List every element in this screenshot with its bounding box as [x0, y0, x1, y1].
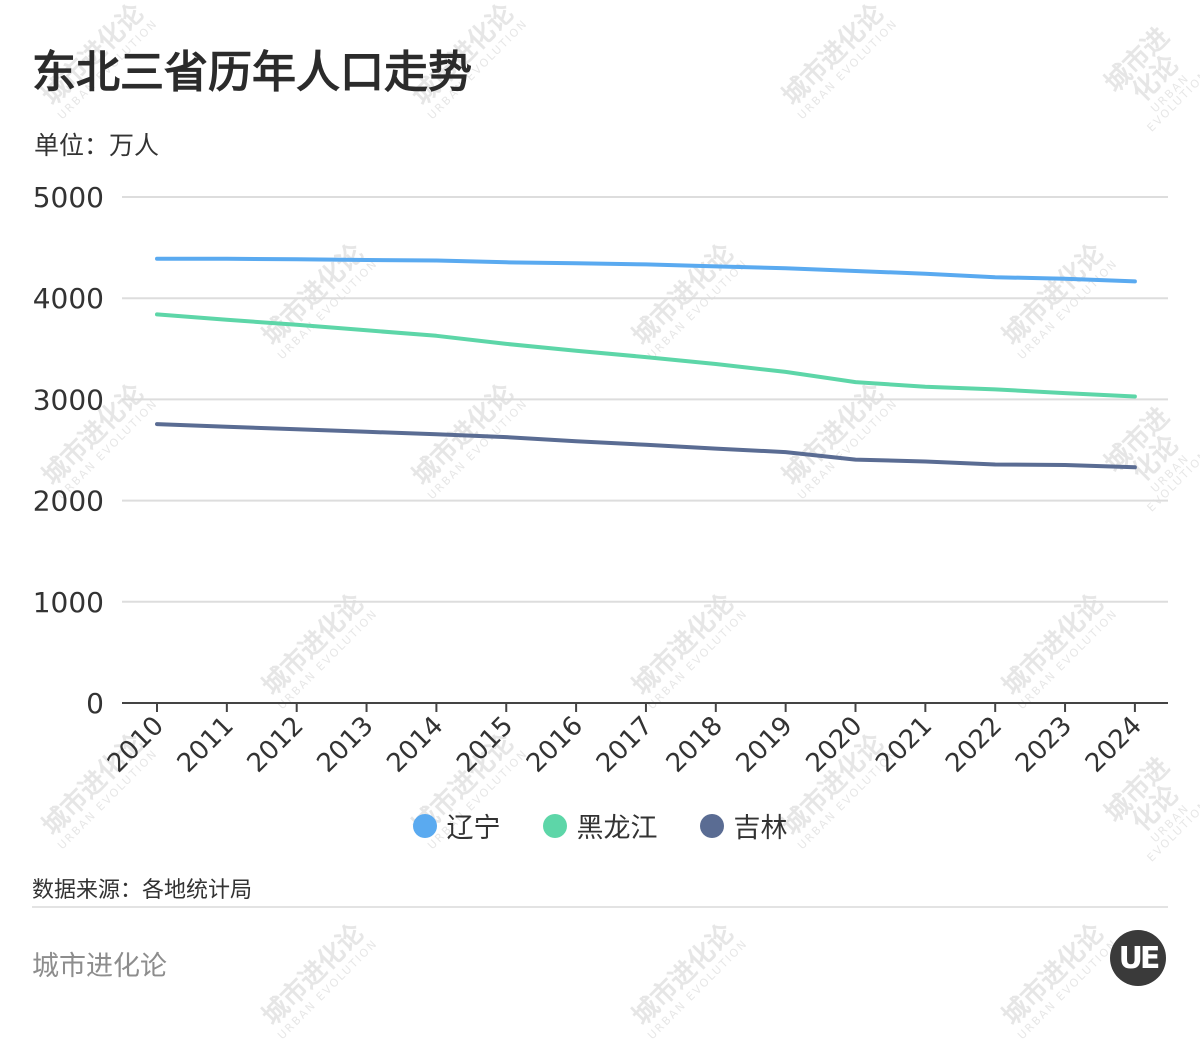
watermark-text: 城市进化论 URBAN EVOLUTION	[996, 918, 1121, 1042]
series-line-1	[155, 312, 1137, 399]
series-line-0	[155, 256, 1137, 284]
x-tick-label: 2010	[102, 711, 170, 779]
watermark-text: 城市进化论 URBAN EVOLUTION	[626, 918, 751, 1042]
legend: 辽宁 黑龙江 吉林	[0, 806, 1200, 845]
legend-label: 辽宁	[446, 813, 501, 844]
grid-lines	[122, 196, 1168, 603]
x-tick-label: 2017	[591, 711, 659, 779]
x-tick-label: 2023	[1010, 711, 1078, 779]
y-tick-label: 4000	[33, 282, 104, 315]
series-line-2	[155, 422, 1137, 470]
unit-label: 单位：万人	[34, 131, 160, 160]
page-title: 东北三省历年人口走势	[32, 47, 472, 98]
x-tick-label: 2015	[451, 711, 519, 779]
legend-item-0[interactable]: 辽宁	[412, 806, 501, 845]
x-tick-label: 2013	[311, 711, 379, 779]
legend-dot-icon	[412, 813, 437, 838]
brand-logo: UE	[1110, 930, 1166, 986]
x-tick-label: 2012	[242, 711, 310, 779]
data-source: 数据来源：各地统计局	[32, 878, 253, 903]
x-tick-label: 2018	[661, 711, 729, 779]
legend-label: 黑龙江	[576, 813, 658, 844]
y-tick-label: 2000	[33, 485, 104, 518]
x-tick-label: 2020	[800, 711, 868, 779]
x-tick-label: 2011	[172, 711, 240, 779]
y-tick-label: 3000	[33, 383, 104, 416]
legend-item-2[interactable]: 吉林	[699, 806, 788, 845]
brand-name: 城市进化论	[32, 951, 167, 982]
x-tick-label: 2019	[731, 711, 799, 779]
y-axis-ticks: 0 1000 2000 3000 4000 5000	[33, 181, 104, 720]
y-tick-label: 0	[86, 687, 104, 720]
legend-dot-icon	[699, 813, 724, 838]
legend-item-1[interactable]: 黑龙江	[542, 806, 658, 845]
x-tick-label: 2014	[381, 711, 449, 779]
x-axis: 2010 2011 2012 2013 2014 2015 2016 2017 2018 2019…	[102, 702, 1168, 779]
x-tick-label: 2016	[521, 711, 589, 779]
y-tick-label: 1000	[33, 586, 104, 619]
x-tick-label: 2024	[1080, 711, 1148, 779]
x-tick-label: 2021	[870, 711, 938, 779]
watermark-text: 城市进化论 URBAN EVOLUTION	[256, 918, 381, 1042]
series-lines	[155, 256, 1137, 470]
y-tick-label: 5000	[33, 181, 104, 214]
legend-dot-icon	[542, 813, 567, 838]
footer-divider	[32, 906, 1168, 908]
legend-label: 吉林	[733, 813, 788, 844]
x-tick-label: 2022	[940, 711, 1008, 779]
